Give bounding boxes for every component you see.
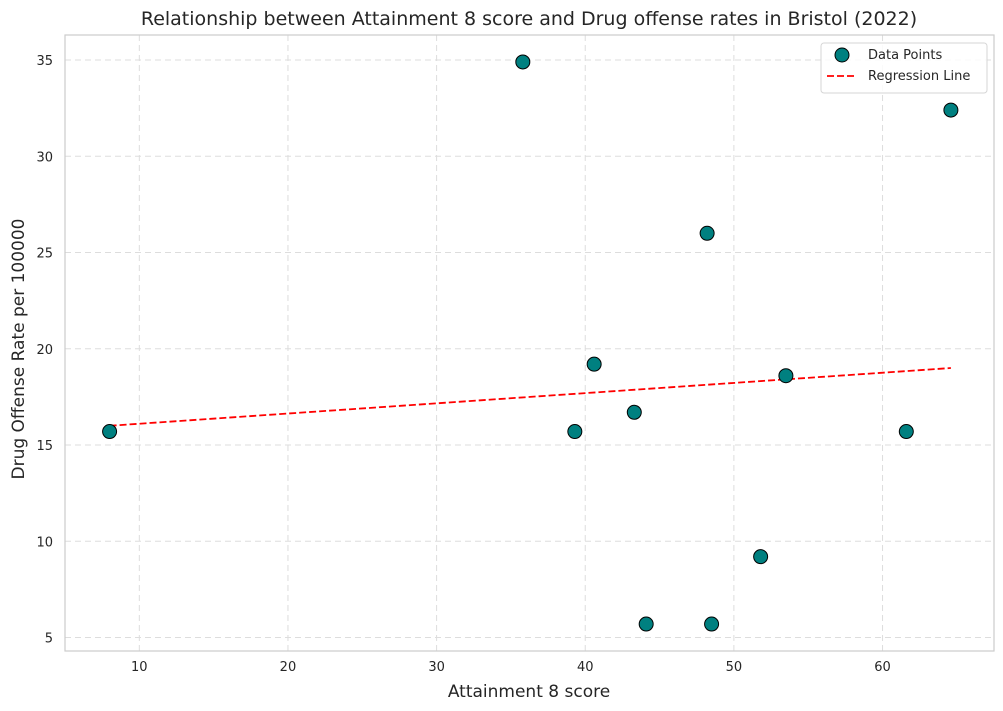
legend-box [820, 42, 988, 94]
regression-line-path [109, 367, 951, 427]
data-point [778, 368, 794, 384]
y-tick-label: 10 [36, 535, 53, 550]
x-tick-label: 30 [428, 660, 445, 675]
y-tick-label: 5 [45, 632, 53, 647]
y-tick-label: 15 [36, 439, 53, 454]
y-axis-ticks: 5 10 15 20 25 30 35 [36, 54, 53, 647]
y-axis-label: Drug Offense Rate per 100000 [9, 218, 29, 479]
data-points [102, 54, 959, 632]
legend-label-data-points: Data Points [868, 48, 942, 63]
data-point [704, 616, 720, 632]
y-tick-label: 25 [36, 247, 53, 262]
data-point [102, 424, 118, 440]
y-tick-label: 30 [36, 150, 53, 165]
x-tick-label: 40 [577, 660, 594, 675]
y-tick-label: 35 [36, 54, 53, 69]
data-point [699, 225, 715, 241]
x-tick-label: 20 [280, 660, 297, 675]
x-tick-label: 60 [874, 660, 891, 675]
x-tick-label: 50 [726, 660, 743, 675]
legend-marker-data-points [834, 47, 850, 63]
legend-label-regression-line: Regression Line [868, 69, 970, 84]
x-axis-label: Attainment 8 score [448, 682, 610, 702]
legend: Data Points Regression Line [820, 42, 988, 94]
data-point [638, 616, 654, 632]
x-tick-label: 10 [131, 660, 148, 675]
data-point [753, 549, 769, 565]
x-axis-ticks: 10 20 30 40 50 60 [131, 660, 891, 675]
chart-title: Relationship between Attainment 8 score … [141, 8, 917, 30]
data-point [943, 102, 959, 118]
data-point [567, 424, 583, 440]
data-point [626, 404, 642, 420]
plot-frame [64, 34, 995, 652]
grid-lines [65, 35, 994, 651]
data-point [898, 424, 914, 440]
y-tick-label: 20 [36, 343, 53, 358]
regression-line [109, 367, 951, 427]
data-point [586, 356, 602, 372]
data-point [515, 54, 531, 70]
